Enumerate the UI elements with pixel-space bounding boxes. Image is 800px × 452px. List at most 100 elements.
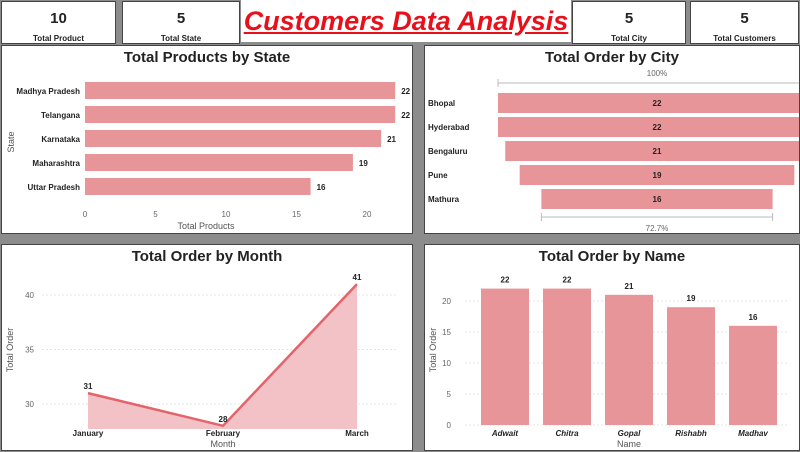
tick-label: 15	[292, 210, 301, 219]
kpi-value: 10	[50, 10, 67, 27]
chart-order-by-city: 100% 22 Bhopal 22 Hyderabad 21 Bengaluru 19 Pune…	[428, 69, 799, 233]
funnel-bar	[498, 117, 799, 137]
category-label: Gopal	[618, 429, 641, 438]
axis-label-y: State	[6, 131, 16, 152]
category-label: Madhav	[738, 429, 768, 438]
tick-label: 30	[25, 400, 34, 409]
category-label: Rishabh	[675, 429, 707, 438]
tick-label: 15	[442, 328, 451, 337]
axis-label-x: Month	[210, 439, 235, 449]
data-label: 21	[653, 147, 662, 156]
tick-label: 20	[363, 210, 372, 219]
category-label: March	[345, 429, 369, 438]
category-label: Madhya Pradesh	[16, 87, 80, 96]
data-label: 22	[653, 99, 662, 108]
bar	[85, 154, 353, 171]
kpi-total-product: 10 Total Product	[1, 1, 116, 44]
category-label: Pune	[428, 171, 448, 180]
chart-products-by-state: Madhya Pradesh 22 Telangana 22 Karnataka 21 Ma…	[6, 82, 411, 231]
data-label: 16	[749, 313, 758, 322]
kpi-label: Total State	[160, 34, 202, 43]
bar	[481, 288, 529, 425]
data-label: 22	[563, 276, 572, 285]
kpi-label: Total Customers	[713, 34, 776, 43]
tick-label: 40	[25, 291, 34, 300]
tick-label: 0	[83, 210, 88, 219]
data-label: 31	[84, 382, 93, 391]
chart-title: Total Products by State	[123, 49, 291, 66]
data-label: 16	[317, 183, 326, 192]
category-label: Mathura	[428, 195, 460, 204]
kpi-value: 5	[176, 10, 186, 27]
chart-panel-order-by-month[interactable]: Total Order by Month 30 35 40 31 January 28 Fe…	[1, 244, 413, 451]
axis-label-x: Name	[617, 439, 641, 449]
category-label: Bengaluru	[428, 147, 468, 156]
chart-title: Total Order by Name	[538, 248, 686, 265]
bar	[605, 294, 653, 425]
kpi-value: 5	[740, 10, 749, 27]
chart-panel-order-by-city[interactable]: Total Order by City 100% 22 Bhopal 22 Hydera…	[424, 45, 800, 234]
tick-label: 5	[447, 390, 452, 399]
bar	[85, 82, 396, 99]
data-label: 16	[653, 195, 662, 204]
series-line	[87, 283, 358, 428]
axis-label-y: Total Order	[5, 328, 15, 373]
category-label: Uttar Pradesh	[28, 183, 81, 192]
bar	[85, 178, 311, 195]
page-title: Customers Data Analysis	[243, 6, 569, 36]
category-label: February	[206, 429, 241, 438]
funnel-bar	[519, 165, 795, 185]
data-label: 28	[219, 415, 228, 424]
kpi-total-state: 5 Total State	[122, 1, 240, 44]
bar	[85, 130, 382, 147]
chart-order-by-month: 30 35 40 31 January 28 February 41 March Month Tot…	[5, 273, 397, 449]
data-label: 22	[653, 123, 662, 132]
bar	[543, 288, 591, 425]
data-label: 21	[625, 282, 634, 291]
chart-panel-order-by-name[interactable]: Total Order by Name 0 5 10 15 20 22 Adwait 22 Ch…	[424, 244, 800, 451]
bar	[85, 106, 396, 123]
category-label: Hyderabad	[428, 123, 469, 132]
funnel-top-label: 100%	[647, 69, 667, 78]
axis-label-x: Total Products	[177, 221, 235, 231]
kpi-label: Total Product	[33, 34, 84, 43]
tick-label: 0	[447, 421, 452, 430]
category-label: Chitra	[555, 429, 579, 438]
axis-label-y: Total Order	[428, 328, 438, 373]
bar	[729, 325, 777, 425]
bar	[667, 307, 715, 425]
category-label: Maharashtra	[32, 159, 80, 168]
chart-order-by-name: 0 5 10 15 20 22 Adwait 22 Chitra 21 Gopal 19 Rishabh…	[428, 276, 787, 449]
chart-title: Total Order by Month	[131, 248, 283, 265]
data-label: 21	[387, 135, 396, 144]
category-label: Bhopal	[428, 99, 455, 108]
category-label: January	[73, 429, 104, 438]
category-label: Adwait	[491, 429, 519, 438]
data-label: 19	[653, 171, 662, 180]
tick-label: 10	[222, 210, 231, 219]
kpi-total-city: 5 Total City	[572, 1, 686, 44]
data-label: 22	[401, 87, 410, 96]
kpi-value: 5	[624, 10, 634, 27]
kpi-total-customers: 5 Total Customers	[690, 1, 799, 44]
kpi-label: Total City	[611, 34, 647, 43]
funnel-bar	[541, 189, 773, 209]
tick-label: 35	[25, 346, 34, 355]
chart-panel-products-by-state[interactable]: Total Products by State Madhya Pradesh 22…	[1, 45, 413, 234]
funnel-bar	[498, 93, 799, 113]
area-fill	[88, 284, 357, 429]
tick-label: 10	[442, 359, 451, 368]
page-title-banner: Customers Data Analysis	[241, 0, 571, 42]
category-label: Karnataka	[41, 135, 80, 144]
data-label: 22	[401, 111, 410, 120]
chart-title: Total Order by City	[545, 49, 679, 66]
funnel-bar	[505, 141, 799, 161]
category-label: Telangana	[41, 111, 81, 120]
tick-label: 5	[153, 210, 158, 219]
tick-label: 20	[442, 297, 451, 306]
data-label: 22	[501, 276, 510, 285]
data-label: 41	[353, 273, 362, 282]
data-label: 19	[687, 294, 696, 303]
data-label: 19	[359, 159, 368, 168]
funnel-bottom-label: 72.7%	[646, 224, 669, 233]
